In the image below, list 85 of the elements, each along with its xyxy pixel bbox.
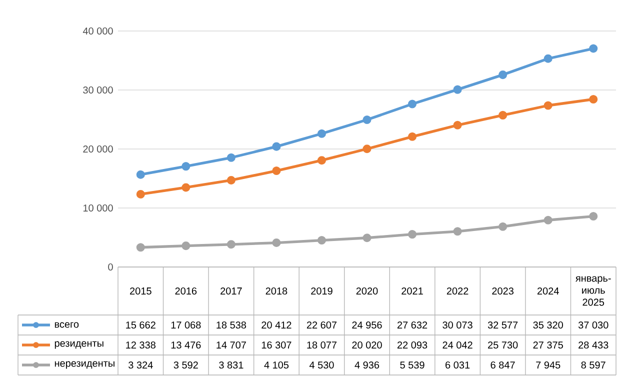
- point: [226, 240, 236, 249]
- point: [317, 129, 326, 138]
- point: [182, 242, 190, 250]
- data-label: 24 042: [442, 341, 472, 349]
- data-label: 16 307: [262, 341, 292, 349]
- y-tick-label: 20 000: [83, 145, 113, 153]
- data-label: 22 093: [397, 341, 428, 349]
- data-label: 27 375: [533, 341, 563, 349]
- data-label: 20 020: [352, 341, 382, 349]
- x-tick-label: 2021: [402, 287, 423, 295]
- legend-label: резиденты: [54, 341, 104, 349]
- point: [136, 170, 145, 179]
- point: [136, 243, 145, 252]
- point: [136, 190, 145, 198]
- data-label: 28 433: [578, 341, 608, 349]
- point: [272, 238, 281, 248]
- x-tick-label: январь-июль 2025: [576, 276, 611, 306]
- data-label: 5 539: [400, 361, 424, 369]
- point: [453, 227, 462, 236]
- point: [589, 94, 598, 104]
- data-label: 3 831: [219, 361, 244, 369]
- point: [589, 44, 598, 53]
- point: [317, 236, 326, 245]
- point: [408, 132, 417, 141]
- point: [226, 176, 236, 184]
- x-tick-label: 2018: [266, 287, 288, 295]
- x-tick-label: 2015: [130, 287, 152, 295]
- point: [589, 212, 598, 221]
- point: [182, 162, 190, 171]
- point: [317, 156, 326, 165]
- point: [272, 166, 281, 176]
- data-label: 4 105: [264, 361, 289, 369]
- data-label: 4 936: [354, 361, 380, 369]
- point: [408, 100, 417, 108]
- data-label: 22 607: [306, 321, 337, 329]
- point: [544, 216, 552, 224]
- data-label: 37 030: [578, 321, 608, 329]
- data-label: 14 707: [216, 341, 246, 349]
- x-tick-label: 2022: [446, 287, 468, 295]
- data-label: 25 730: [488, 341, 518, 349]
- point: [544, 101, 552, 110]
- x-tick-label: 2019: [311, 287, 332, 295]
- data-label: 3 324: [128, 361, 153, 369]
- y-tick-label: 10 000: [83, 204, 113, 212]
- x-tick-label: 2016: [175, 287, 197, 295]
- point: [453, 120, 462, 130]
- data-label: 6 847: [490, 361, 515, 369]
- data-label: 35 320: [533, 321, 563, 329]
- data-label: 32 577: [488, 321, 518, 329]
- point: [362, 144, 372, 154]
- x-tick-label: 2020: [356, 287, 378, 295]
- point: [453, 85, 462, 94]
- data-label: 6 031: [446, 361, 470, 369]
- data-label: 8 597: [581, 361, 606, 369]
- point: [362, 234, 372, 242]
- data-label: 3 592: [174, 361, 198, 369]
- point: [498, 70, 508, 80]
- point: [182, 183, 190, 192]
- y-tick-label: 40 000: [82, 27, 113, 35]
- y-tick-label: 0: [108, 263, 113, 271]
- point: [226, 153, 236, 162]
- data-label: 15 662: [126, 321, 156, 329]
- data-label: 12 338: [126, 341, 156, 349]
- data-label: 20 412: [262, 321, 292, 329]
- data-label: 7 945: [536, 361, 560, 369]
- data-label: 4 530: [309, 361, 334, 369]
- point: [498, 222, 508, 231]
- data-label: 27 632: [397, 321, 428, 329]
- legend-label: нерезиденты: [54, 361, 114, 369]
- point: [408, 230, 417, 239]
- x-tick-label: 2017: [220, 287, 242, 295]
- data-label: 17 068: [171, 321, 201, 329]
- data-label: 30 073: [442, 321, 472, 329]
- data-label: 18 077: [307, 341, 337, 349]
- point: [544, 54, 552, 63]
- data-label: 24 956: [352, 321, 382, 329]
- y-tick-label: 30 000: [83, 86, 113, 94]
- data-label: 18 538: [216, 321, 246, 329]
- data-label: 13 476: [171, 341, 201, 349]
- legend-label: всего: [54, 322, 79, 328]
- x-tick-label: 2023: [492, 287, 514, 295]
- x-tick-label: 2024: [537, 287, 559, 295]
- point: [272, 142, 281, 151]
- point: [362, 115, 372, 124]
- point: [498, 110, 508, 120]
